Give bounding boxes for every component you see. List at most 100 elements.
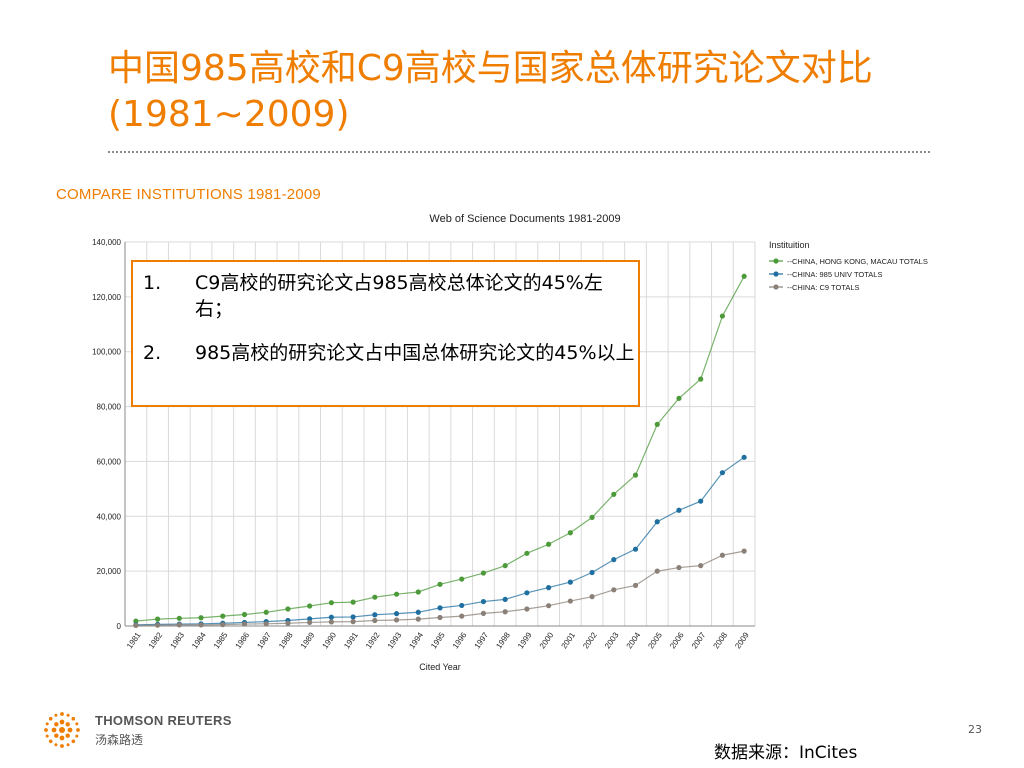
data-point: [459, 576, 465, 582]
x-tick-label: 1999: [516, 630, 534, 650]
data-point: [154, 622, 161, 628]
data-point: [176, 615, 182, 621]
data-point: [415, 589, 421, 595]
data-point: [480, 598, 487, 605]
data-point: [719, 470, 726, 476]
y-tick-label: 20,000: [97, 567, 122, 576]
x-tick-label: 1995: [429, 630, 447, 650]
data-point: [350, 619, 356, 625]
data-point: [372, 594, 378, 600]
data-point: [741, 454, 747, 460]
data-point: [263, 621, 269, 627]
y-tick-label: 0: [117, 622, 122, 631]
data-point: [437, 605, 443, 611]
x-tick-label: 2005: [646, 630, 664, 650]
x-tick-label: 1996: [451, 630, 469, 650]
x-tick-label: 1981: [125, 630, 143, 650]
brand-name: THOMSON REUTERS: [95, 713, 232, 728]
chart-series: [133, 273, 747, 629]
data-source: 数据来源：InCites: [714, 743, 858, 763]
x-tick-label: 1997: [473, 630, 491, 650]
x-tick-label: 1994: [407, 630, 425, 650]
data-point: [350, 599, 356, 605]
data-point: [480, 570, 487, 576]
data-point: [285, 606, 291, 612]
data-point: [741, 273, 747, 279]
x-tick-label: 2000: [538, 630, 556, 650]
series-line: [135, 550, 745, 627]
data-point: [698, 498, 704, 504]
x-tick-label: 1991: [342, 630, 360, 650]
x-tick-label: 1998: [494, 630, 512, 650]
data-point: [350, 614, 356, 620]
data-point: [154, 616, 161, 622]
data-point: [307, 603, 313, 609]
data-point: [698, 376, 704, 382]
data-point: [546, 585, 552, 591]
y-tick-label: 140,000: [92, 238, 121, 247]
x-tick-label: 2001: [560, 630, 578, 650]
data-point: [502, 596, 508, 602]
data-point: [676, 507, 682, 513]
legend-label: --CHINA: C9 TOTALS: [787, 283, 860, 292]
annotation-box: 1. C9高校的研究论文占985高校总体论文的45%左右； 2. 985高校的研…: [131, 260, 640, 407]
brand-subtitle: 汤森路透: [95, 733, 144, 747]
data-point: [263, 609, 269, 615]
data-point: [611, 491, 617, 497]
data-point: [459, 613, 465, 619]
data-point: [328, 600, 334, 606]
data-point: [198, 615, 204, 621]
data-point: [546, 541, 552, 547]
data-point: [546, 603, 552, 609]
legend-swatch-dot: [773, 258, 779, 264]
x-tick-label: 2009: [733, 630, 751, 650]
data-point: [611, 557, 617, 563]
data-point: [307, 619, 313, 626]
data-point: [676, 395, 682, 401]
data-point: [133, 618, 139, 624]
x-tick-label: 2002: [581, 630, 599, 650]
data-point: [415, 609, 421, 615]
data-point: [393, 617, 400, 623]
data-point: [567, 579, 573, 585]
data-point: [328, 619, 334, 625]
data-point: [719, 552, 726, 558]
data-point: [241, 611, 248, 618]
x-tick-label: 1989: [299, 630, 317, 650]
legend-swatch-dot: [773, 284, 779, 290]
x-tick-label: 1984: [190, 630, 208, 650]
data-point: [589, 569, 595, 576]
x-tick-label: 2004: [625, 630, 643, 650]
x-tick-label: 2007: [690, 630, 708, 650]
data-point: [437, 614, 443, 621]
section-heading: COMPARE INSTITUTIONS 1981-2009: [56, 186, 321, 203]
series-line: [135, 456, 745, 626]
data-point: [220, 613, 226, 619]
x-tick-label: 1983: [168, 630, 186, 650]
y-tick-label: 60,000: [97, 457, 122, 466]
data-point: [719, 313, 726, 319]
data-point: [698, 563, 704, 569]
data-point: [176, 622, 182, 628]
x-tick-label: 2006: [668, 630, 686, 650]
data-point: [328, 614, 334, 620]
data-point: [524, 550, 530, 556]
data-point: [654, 519, 660, 525]
x-tick-label: 1988: [277, 630, 295, 650]
data-point: [524, 606, 530, 612]
data-point: [567, 598, 573, 604]
legend-label: --CHINA, HONG KONG, MACAU TOTALS: [787, 257, 928, 266]
y-tick-label: 80,000: [97, 403, 122, 412]
data-point: [241, 621, 248, 627]
x-axis-label: Cited Year: [419, 662, 461, 672]
data-point: [632, 472, 639, 478]
data-point: [480, 610, 487, 616]
data-point: [133, 622, 139, 629]
title-divider: [108, 151, 930, 153]
data-point: [307, 616, 313, 622]
data-point: [285, 620, 291, 626]
data-point: [198, 622, 204, 628]
page-number: 23: [968, 723, 982, 736]
data-point: [676, 564, 682, 571]
y-tick-label: 100,000: [92, 348, 121, 357]
